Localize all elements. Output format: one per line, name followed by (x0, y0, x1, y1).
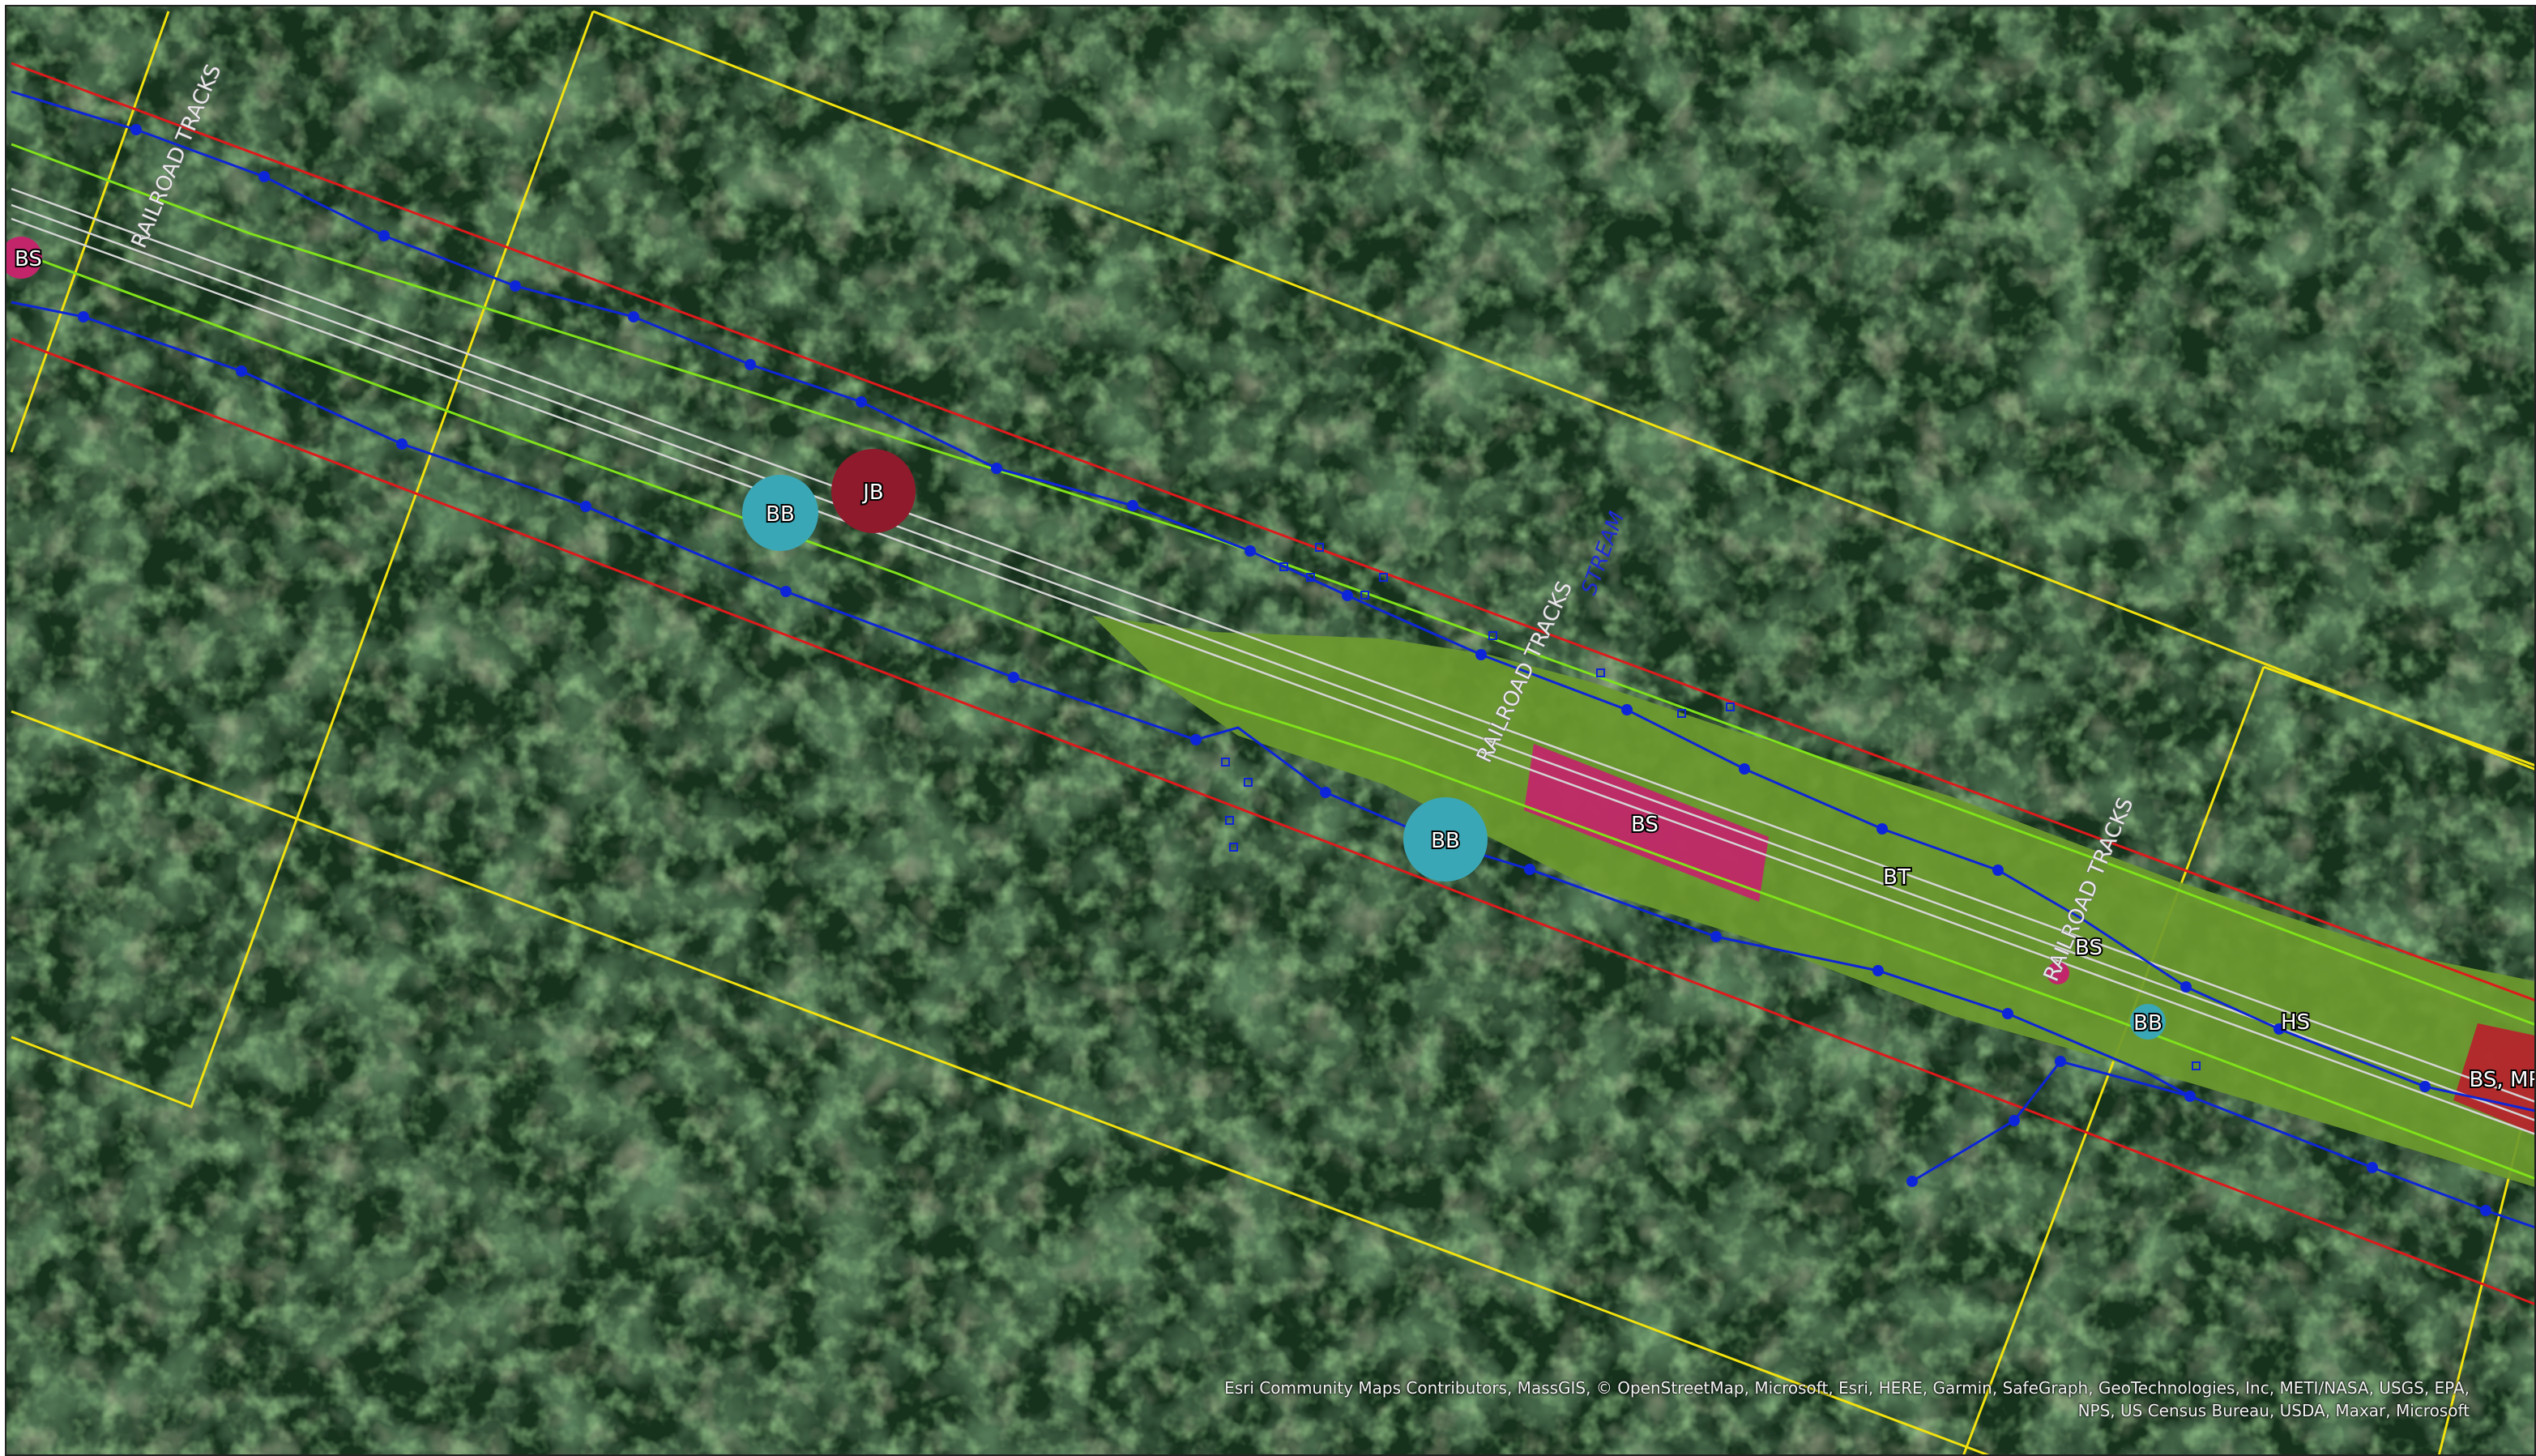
bt-label: BT (1883, 865, 1911, 890)
svg-text:BS: BS (15, 247, 42, 271)
parcel-line (11, 11, 595, 1108)
svg-text:BS: BS (2075, 936, 2103, 960)
bs-point-left[interactable]: BS (6, 237, 44, 279)
svg-text:BB: BB (2133, 1011, 2162, 1035)
wetland-line-north (11, 90, 2534, 1112)
bs-polygon[interactable] (1524, 744, 1769, 902)
track-line (11, 217, 2534, 1135)
attribution-line-1: Esri Community Maps Contributors, MassGI… (1224, 1378, 2470, 1398)
svg-text:JB: JB (861, 480, 884, 505)
wetland-lines[interactable] (11, 90, 2536, 1230)
railroad-tracks[interactable] (11, 187, 2536, 1137)
bs-mr-label: BS, MR (2470, 1068, 2536, 1092)
parcel-boundaries[interactable] (10, 10, 2536, 1456)
parcel-line (1962, 666, 2265, 1454)
parcel-line (10, 11, 170, 453)
row-line-north (11, 62, 2534, 1001)
attribution-line-2: NPS, US Census Bureau, USDA, Maxar, Micr… (2077, 1401, 2470, 1420)
bb-point-2[interactable]: BB (1403, 797, 1488, 882)
map-view[interactable]: BS BB JB BB BS BB BS BT HS BS, MR RAILRO… (5, 5, 2536, 1456)
parcel-line (592, 10, 2534, 771)
track-line (11, 203, 2534, 1121)
row-boundaries[interactable] (11, 62, 2536, 1307)
bb-point-1[interactable]: BB (742, 475, 818, 551)
corridor-polygon (1092, 616, 2534, 1187)
map-canvas[interactable]: BS BB JB BB BS BB BS BT HS BS, MR RAILRO… (6, 6, 2536, 1456)
map-attribution: Esri Community Maps Contributors, MassGI… (1224, 1377, 2470, 1422)
clearing-area[interactable] (1092, 616, 2536, 1189)
wetland-vertices (78, 124, 2491, 1216)
wetland-flags (1221, 543, 2201, 1070)
wetland-spur (1911, 1060, 2191, 1183)
parcel-line (11, 710, 1990, 1454)
jb-point[interactable]: JB (831, 449, 916, 533)
svg-text:BB: BB (1431, 829, 1460, 853)
wetland-line-south (11, 301, 2534, 1229)
buffer-line-south (11, 248, 2534, 1180)
parcel-line (2263, 665, 2534, 766)
row-line-south (11, 337, 2534, 1305)
svg-text:BB: BB (766, 502, 795, 527)
bs-area-label: BS (1631, 813, 1659, 837)
track-line (11, 187, 2534, 1103)
bb-point-3[interactable]: BB (2130, 1004, 2166, 1040)
bs-point-right[interactable]: BS (2047, 934, 2104, 984)
hs-label: HS (2281, 1010, 2310, 1035)
